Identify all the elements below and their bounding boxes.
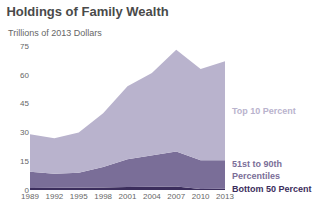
svg-text:1995: 1995 xyxy=(70,192,88,201)
svg-text:0: 0 xyxy=(25,186,30,195)
svg-text:Trillions of 2013 Dollars: Trillions of 2013 Dollars xyxy=(8,28,102,38)
svg-text:51st to 90thPercentiles: 51st to 90thPercentiles xyxy=(232,159,282,181)
svg-text:2007: 2007 xyxy=(167,192,185,201)
svg-text:2010: 2010 xyxy=(192,192,210,201)
svg-text:2004: 2004 xyxy=(143,192,161,201)
svg-text:30: 30 xyxy=(20,128,29,137)
svg-text:45: 45 xyxy=(20,99,29,108)
svg-text:15: 15 xyxy=(20,157,29,166)
svg-text:75: 75 xyxy=(20,42,29,51)
svg-text:1989: 1989 xyxy=(21,192,39,201)
svg-text:1992: 1992 xyxy=(45,192,63,201)
svg-text:60: 60 xyxy=(20,71,29,80)
svg-text:2001: 2001 xyxy=(119,192,137,201)
svg-text:Top 10 Percent: Top 10 Percent xyxy=(232,106,296,116)
svg-text:2013: 2013 xyxy=(216,192,234,201)
svg-text:1998: 1998 xyxy=(94,192,112,201)
svg-text:Bottom 50 Percent: Bottom 50 Percent xyxy=(232,184,312,194)
svg-text:Holdings of Family Wealth: Holdings of Family Wealth xyxy=(6,4,168,19)
